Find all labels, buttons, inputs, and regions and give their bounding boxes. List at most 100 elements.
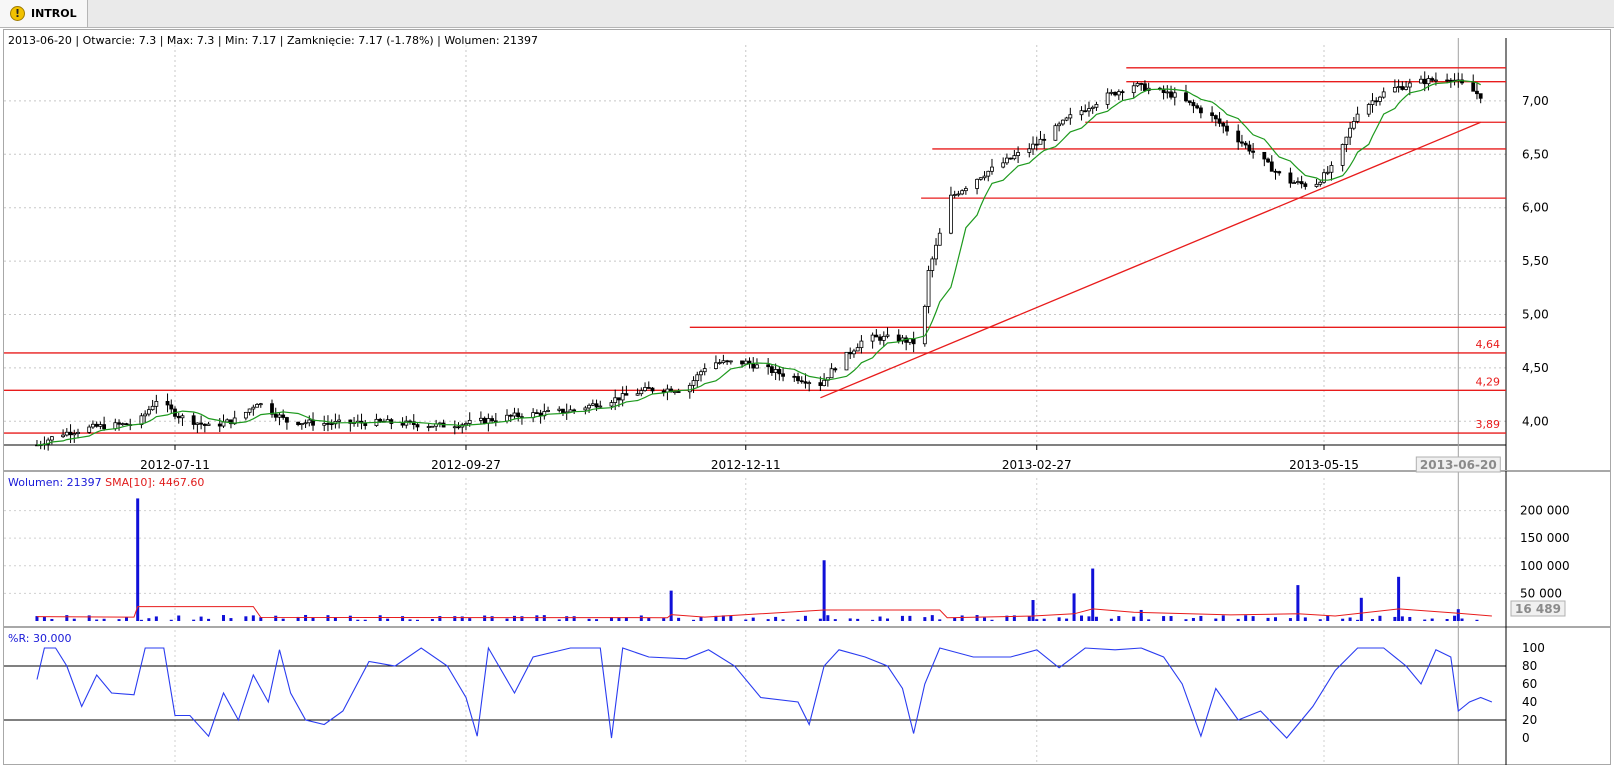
volume-bar [65,615,69,621]
candle-body [464,423,468,426]
candle-body [225,419,230,423]
candle-body [714,362,718,369]
volume-bar [557,619,561,621]
candle-body [911,338,916,345]
candle-body [1292,182,1297,185]
volume-spike-bar [1296,585,1300,621]
volume-spike-bar [1091,568,1095,621]
candle-body [281,414,286,418]
candle-body [1322,172,1326,183]
volume-bar [833,619,837,621]
volume-bar [744,619,748,621]
volume-bar [1162,616,1166,621]
volume-bar [692,619,696,621]
candle-body [1460,79,1464,84]
candle-body [285,417,289,423]
candle-body [1016,152,1020,156]
candle-body [1057,123,1062,127]
candle-body [1143,83,1147,91]
candle-body [1422,78,1427,85]
volume-spike-bar [1072,593,1076,621]
candle-body [755,364,759,369]
level-label: 4,64 [1476,338,1501,351]
williams-r-panel[interactable] [3,627,1611,765]
candle-body [1064,117,1069,121]
candle-body [1131,85,1136,94]
candle-body [1060,119,1065,125]
candle-body [1392,87,1397,93]
volume-bar [1274,617,1278,621]
candle-body [1221,122,1226,127]
volume-panel[interactable] [3,471,1611,627]
candle-body [852,350,856,355]
moving-average-line [36,80,1481,446]
volume-bar [878,616,882,621]
candle-body [1169,91,1173,98]
candle-body [348,419,353,424]
candle-body [1381,91,1386,98]
candle-body [617,397,621,401]
volume-spike-bar [1359,597,1363,621]
candle-body [1079,110,1084,116]
warning-icon: ! [10,6,25,21]
volume-bar [647,617,651,621]
candle-body [1325,171,1330,174]
volume-bar [930,615,934,621]
candle-body [113,422,118,430]
candle-body [643,387,647,391]
candle-body [273,413,278,418]
candle-body [725,360,730,363]
volume-bar [1199,615,1203,621]
candle-body [952,194,957,196]
volume-bar [35,616,39,621]
candle-body [982,175,987,179]
candle-body [146,409,151,415]
candle-body [191,415,196,425]
volume-bar [766,619,770,621]
candle-body [1243,142,1248,146]
candle-body [1419,78,1423,84]
volume-bar [1318,619,1322,621]
volume-bar [87,615,91,621]
volume-bar [386,618,390,621]
candle-body [881,335,886,341]
volume-bar [677,617,681,621]
candle-body [61,434,65,438]
volume-bar [774,616,778,621]
candle-body [844,351,849,371]
candle-body [695,374,700,382]
volume-bar [923,617,927,621]
volume-bar [1400,616,1404,621]
candle-body [154,401,159,407]
tab-introl[interactable]: ! INTROL [0,0,88,27]
candle-body [1027,148,1032,153]
candle-body [661,390,666,393]
volume-bar [1214,618,1218,621]
candle-body [467,419,472,424]
candle-body [400,423,405,426]
candle-body [1378,96,1382,102]
info-date: 2013-06-20 [8,34,72,47]
candle-body [751,363,756,369]
volume-bar [244,616,248,621]
candle-body [296,421,301,426]
volume-bar [960,615,964,621]
candle-body [411,421,416,426]
volume-bar [304,614,308,621]
candle-body [124,423,129,426]
candle-body [639,390,644,395]
price-panel[interactable] [3,29,1611,471]
candle-body [799,380,804,383]
candle-body [1116,91,1121,96]
volume-bar [154,616,158,621]
candle-body [1068,114,1073,119]
candle-body [1195,105,1200,109]
volume-bar [1191,617,1195,621]
candle-body [650,387,655,392]
candle-body [1351,121,1356,129]
candle-body [1031,143,1035,150]
candle-body [68,431,73,436]
volume-bar [1430,618,1434,621]
candle-body [855,347,860,352]
candle-body [247,408,252,413]
